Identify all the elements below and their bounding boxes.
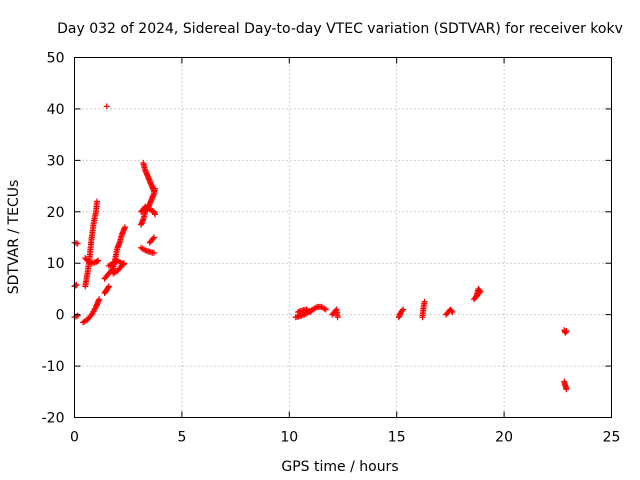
data-point [94,198,101,205]
data-point [449,309,456,316]
axis-ticks [74,57,612,418]
data-point [473,293,480,300]
y-axis-tick-labels: -20 -10 0 10 20 30 40 50 [42,51,65,427]
y-tick-label: 20 [47,205,65,221]
data-point [400,306,407,313]
x-tick-label: 10 [280,430,298,446]
data-point [150,188,157,195]
data-point [563,328,570,335]
data-point [149,235,156,242]
data-point [105,284,112,291]
data-point [421,298,428,305]
x-tick-label: 0 [70,430,79,446]
y-tick-label: -20 [42,411,65,427]
data-point [399,307,406,314]
y-axis-label: SDTVAR / TECUs [6,180,22,295]
data-point [120,260,127,267]
data-point [307,309,314,316]
x-tick-label: 15 [388,430,406,446]
data-point [150,249,157,256]
data-point [322,306,329,313]
y-tick-label: -10 [42,359,65,375]
data-point [95,257,102,264]
grid-lines [74,57,612,418]
y-tick-label: 30 [47,153,65,169]
y-tick-label: 50 [47,51,65,67]
chart-title: Day 032 of 2024, Sidereal Day-to-day VTE… [57,21,623,37]
data-point [334,314,341,321]
data-points [71,103,570,393]
data-point [448,307,455,314]
x-tick-label: 5 [177,430,186,446]
data-point [96,296,103,303]
data-point [121,224,128,231]
y-tick-label: 40 [47,102,65,118]
x-axis-tick-labels: 0 5 10 15 20 25 [70,430,620,446]
plot-area [74,57,612,418]
data-point [74,240,81,247]
x-tick-label: 20 [495,430,513,446]
y-tick-label: 10 [47,256,65,272]
data-point [119,261,126,268]
y-tick-label: 0 [56,308,65,324]
data-point [94,258,101,265]
data-point [563,386,570,393]
x-tick-label: 25 [603,430,621,446]
x-axis-label: GPS time / hours [281,459,398,475]
data-point [72,282,79,289]
data-point [152,211,159,218]
data-point [74,312,81,319]
data-point [105,283,112,290]
data-point [103,103,110,110]
data-point [150,234,157,241]
